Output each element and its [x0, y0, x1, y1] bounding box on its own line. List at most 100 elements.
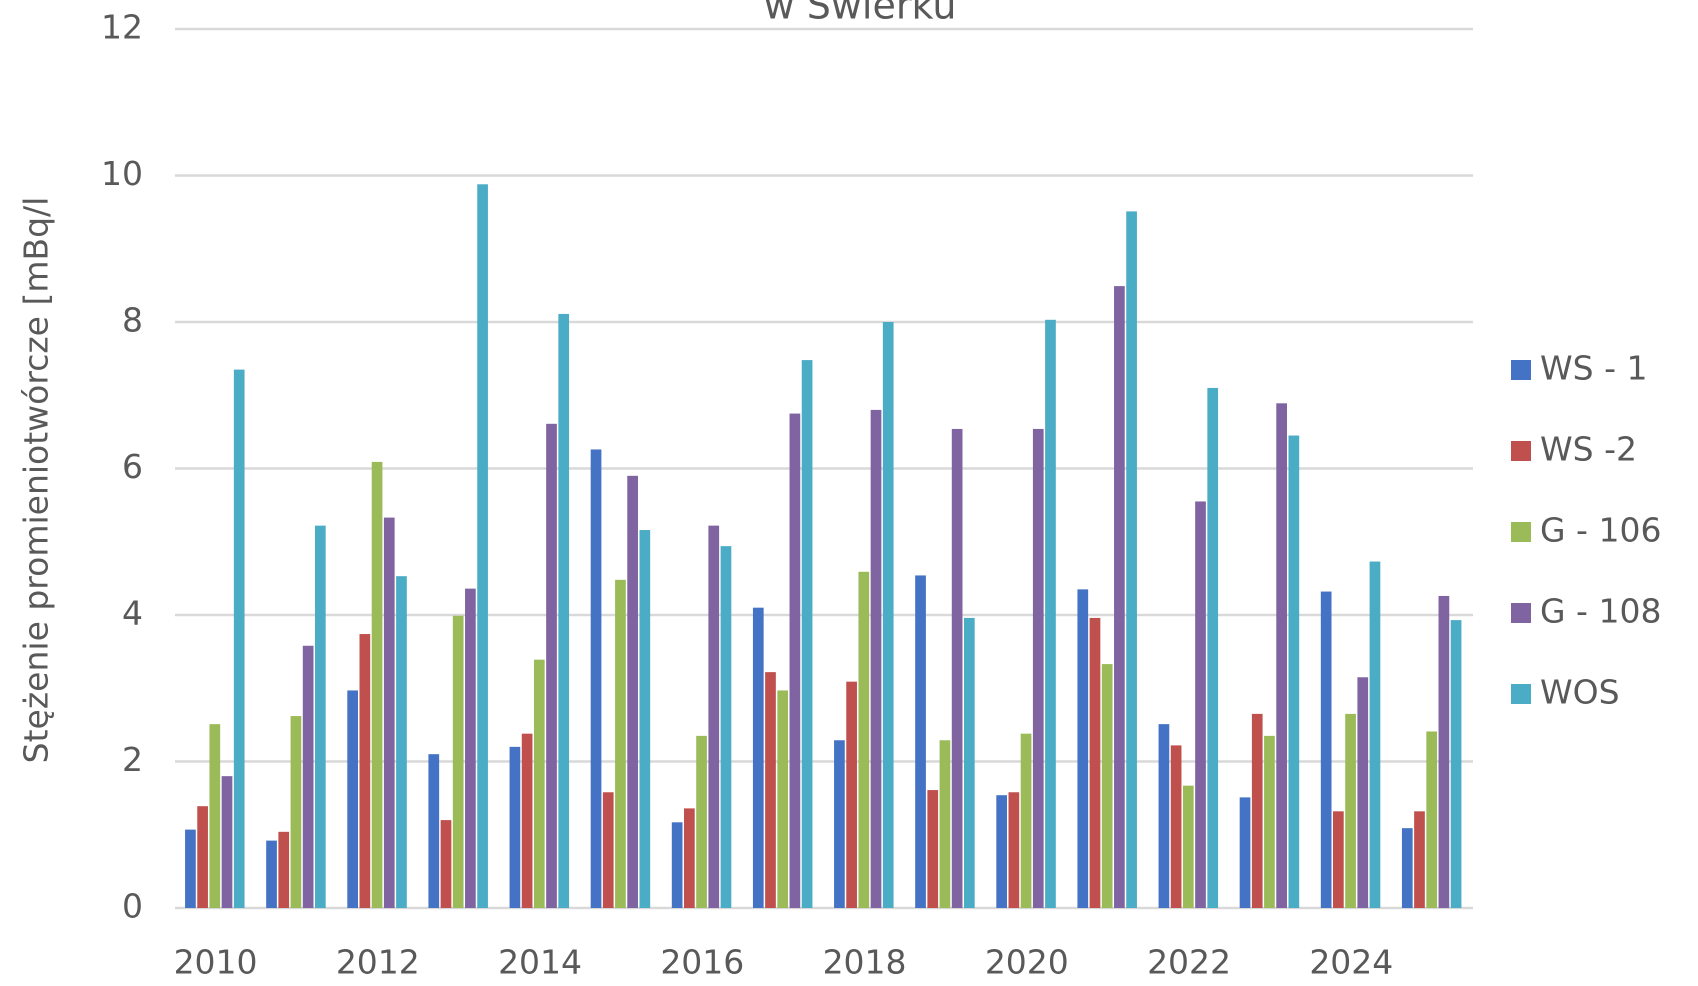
- bar: [1020, 733, 1032, 908]
- y-tick-label: 6: [122, 447, 143, 486]
- x-tick-label: 2014: [498, 943, 582, 982]
- bar: [1333, 811, 1344, 908]
- bar: [1195, 501, 1206, 908]
- bar: [1414, 811, 1425, 908]
- bar: [963, 617, 975, 908]
- bar: [440, 820, 452, 908]
- bar: [602, 792, 614, 908]
- bar: [314, 525, 326, 908]
- bar: [533, 659, 545, 908]
- bar: [1288, 435, 1300, 908]
- bar: [347, 690, 359, 908]
- bar: [1276, 403, 1287, 908]
- bar: [882, 322, 894, 908]
- bar: [359, 634, 371, 908]
- x-tick-label: 2010: [174, 943, 258, 982]
- bar: [708, 525, 720, 908]
- bar: [1320, 591, 1332, 908]
- x-tick-label: 2022: [1147, 943, 1231, 982]
- bar: [371, 461, 383, 908]
- legend-swatch: [1511, 441, 1531, 461]
- bar: [1426, 731, 1438, 908]
- bar: [1158, 724, 1170, 908]
- bar: [1089, 617, 1101, 908]
- legend-swatch: [1511, 360, 1531, 380]
- bar: [951, 428, 963, 908]
- x-tick-label: 2012: [336, 943, 420, 982]
- bar: [1450, 620, 1462, 908]
- bar: [927, 790, 939, 908]
- bar: [639, 530, 651, 908]
- bar: [558, 313, 570, 908]
- bar: [627, 475, 638, 908]
- chart-title: w Świerku: [764, 0, 957, 28]
- bar: [939, 740, 951, 908]
- bar: [789, 413, 801, 908]
- bar: [996, 795, 1008, 908]
- bar: [1207, 387, 1219, 908]
- bar: [765, 672, 776, 908]
- bar: [302, 645, 314, 908]
- bar: [546, 423, 557, 908]
- y-axis-label: Stężenie promieniotwórcze [mBq/l: [17, 197, 56, 764]
- bar: [521, 733, 533, 908]
- bar: [684, 808, 695, 908]
- bar: [801, 360, 813, 909]
- bar: [696, 735, 707, 908]
- x-tick-label: 2018: [823, 943, 907, 982]
- legend-label: WS -2: [1540, 430, 1637, 469]
- bar: [777, 690, 789, 908]
- bar: [1045, 319, 1056, 908]
- legend-label: WS - 1: [1540, 349, 1647, 388]
- bar: [1345, 713, 1356, 908]
- bar: [915, 575, 926, 908]
- bar: [1114, 286, 1125, 908]
- bar: [278, 831, 290, 908]
- bar: [858, 571, 870, 908]
- bar: [1077, 589, 1089, 908]
- bar: [1369, 561, 1381, 908]
- bar: [1170, 745, 1182, 908]
- bar: [465, 588, 476, 908]
- bar: [720, 546, 732, 908]
- bar: [428, 754, 440, 908]
- bar: [509, 746, 521, 908]
- bar: [1264, 735, 1275, 908]
- bar: [452, 615, 464, 908]
- bar: [752, 607, 764, 908]
- legend-label: G - 108: [1540, 592, 1661, 631]
- x-tick-label: 2020: [985, 943, 1069, 982]
- bar: [396, 576, 407, 908]
- y-tick-label: 10: [101, 154, 143, 193]
- legend-label: G - 106: [1540, 511, 1661, 550]
- legend-swatch: [1511, 603, 1531, 623]
- bar: [1251, 713, 1263, 908]
- y-tick-label: 0: [122, 887, 143, 926]
- bar: [1101, 664, 1113, 908]
- legend-label: WOS: [1540, 673, 1620, 712]
- bar: [1357, 677, 1369, 908]
- bar: [1438, 595, 1450, 908]
- bar: [834, 740, 845, 908]
- bar: [266, 840, 277, 908]
- y-tick-label: 8: [122, 301, 143, 340]
- bar: [1239, 797, 1251, 908]
- legend-swatch: [1511, 522, 1531, 542]
- bar: [185, 829, 196, 908]
- bar: [383, 517, 395, 908]
- bar: [590, 449, 602, 908]
- legend-swatch: [1511, 684, 1531, 704]
- bar: [233, 369, 245, 908]
- bar: [1182, 785, 1194, 908]
- bar: [870, 409, 882, 908]
- bar: [1401, 828, 1413, 908]
- y-tick-label: 4: [122, 594, 143, 633]
- x-tick-label: 2016: [660, 943, 744, 982]
- bar: [221, 776, 233, 908]
- bar: [615, 579, 626, 908]
- bar: [1032, 428, 1044, 908]
- bar: [671, 822, 683, 908]
- bar: [1126, 211, 1137, 908]
- bar: [1008, 792, 1020, 908]
